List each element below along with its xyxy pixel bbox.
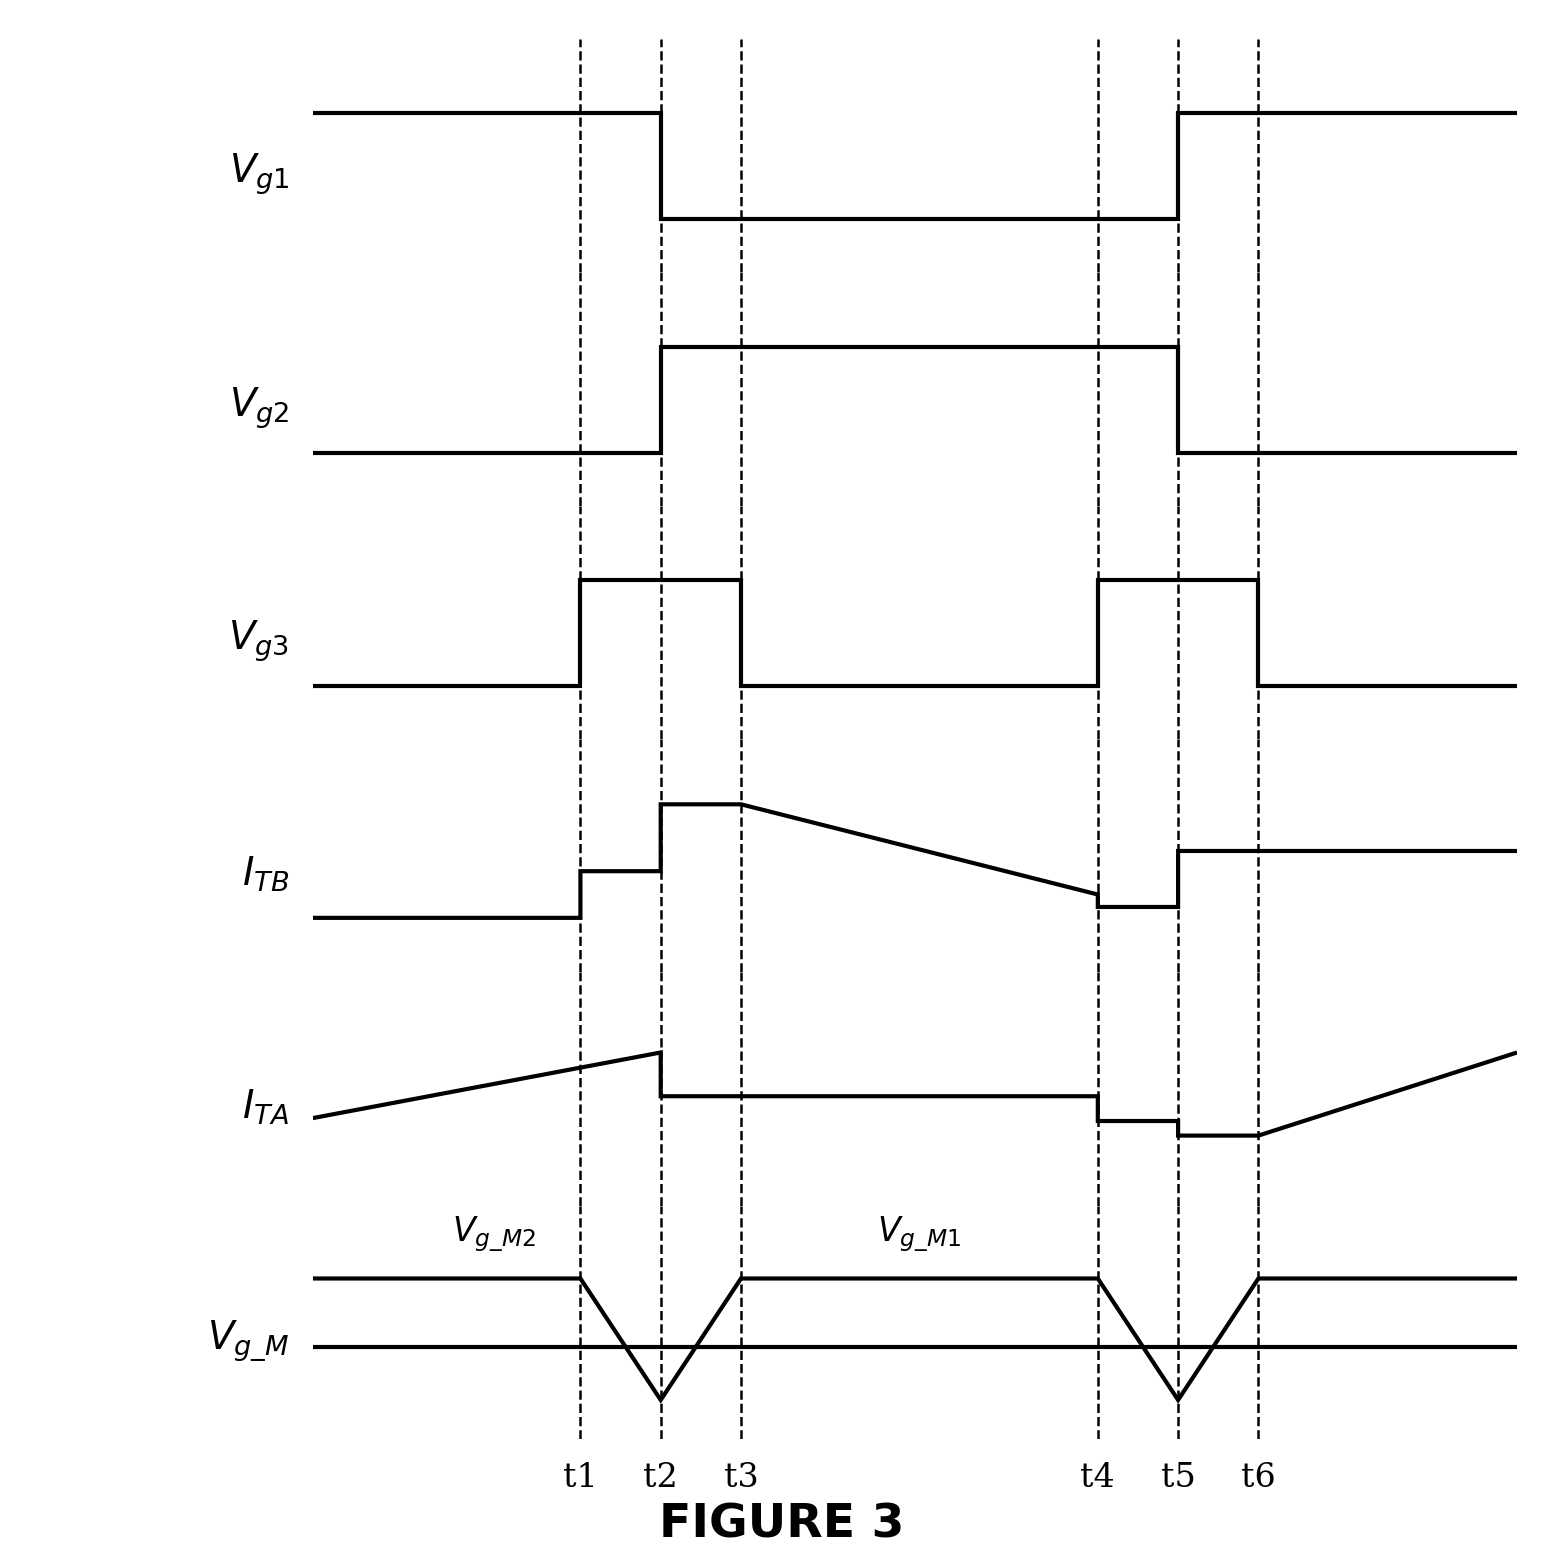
Text: $I_{TA}$: $I_{TA}$: [242, 1089, 289, 1128]
Text: $I_{TB}$: $I_{TB}$: [242, 854, 289, 895]
Text: $V_{g2}$: $V_{g2}$: [228, 385, 289, 430]
Text: $V_{g1}$: $V_{g1}$: [228, 152, 289, 197]
Text: $V_{g\_M2}$: $V_{g\_M2}$: [452, 1215, 536, 1254]
Text: t4: t4: [1081, 1462, 1115, 1494]
Text: FIGURE 3: FIGURE 3: [660, 1503, 904, 1547]
Text: $V_{g\_M}$: $V_{g\_M}$: [206, 1318, 289, 1364]
Text: $V_{g\_M1}$: $V_{g\_M1}$: [877, 1215, 962, 1254]
Text: t1: t1: [563, 1462, 597, 1494]
Text: t3: t3: [724, 1462, 759, 1494]
Text: $V_{g3}$: $V_{g3}$: [228, 618, 289, 663]
Text: t6: t6: [1240, 1462, 1276, 1494]
Text: t2: t2: [643, 1462, 679, 1494]
Text: t5: t5: [1160, 1462, 1195, 1494]
